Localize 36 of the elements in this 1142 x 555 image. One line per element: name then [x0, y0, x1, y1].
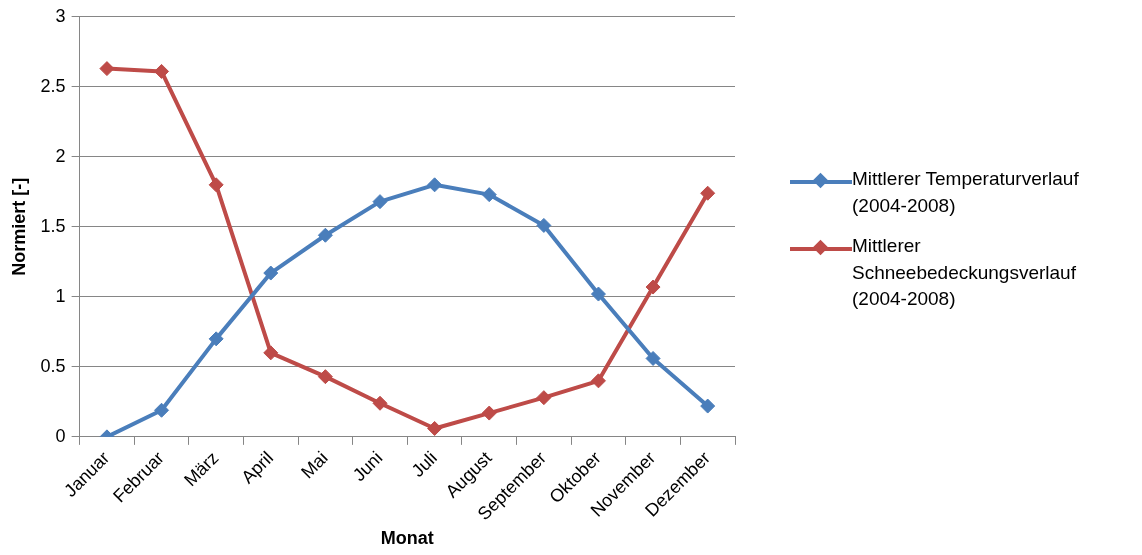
point — [481, 405, 497, 421]
point — [372, 395, 388, 411]
point — [645, 350, 661, 366]
point — [208, 177, 224, 193]
legend-label: Mittlerer Temperaturverlauf (2004-2008) — [852, 167, 1080, 218]
point — [590, 286, 606, 302]
point — [481, 187, 497, 203]
point — [427, 420, 443, 436]
x-tick-label: Mai — [297, 447, 332, 483]
y-tick-label: 2 — [55, 145, 66, 166]
point — [263, 265, 279, 281]
point — [590, 373, 606, 389]
y-tick-label: 2.5 — [40, 75, 66, 96]
x-axis-title: Monat — [380, 528, 434, 549]
point — [154, 402, 170, 418]
point — [263, 345, 279, 361]
point — [700, 185, 716, 201]
point — [372, 194, 388, 210]
point — [99, 61, 115, 77]
point — [317, 369, 333, 385]
y-tick-label: 0 — [55, 425, 66, 446]
point — [536, 217, 552, 233]
point — [427, 177, 443, 193]
point — [700, 398, 716, 414]
y-tick-label: 3 — [55, 5, 66, 26]
y-tick-label: 1.5 — [40, 215, 66, 236]
legend-label: Mittlerer Schneebedeckungsverlauf (2004-2008) — [852, 234, 1077, 312]
point — [536, 390, 552, 406]
point — [645, 279, 661, 295]
point — [154, 63, 170, 79]
y-tick-label: 1 — [55, 285, 66, 306]
y-tick-label: 0.5 — [40, 355, 66, 376]
x-tick-label: Juli — [407, 447, 441, 481]
point — [208, 331, 224, 347]
point — [317, 227, 333, 243]
y-axis-title: Normiert [-] — [8, 177, 29, 276]
